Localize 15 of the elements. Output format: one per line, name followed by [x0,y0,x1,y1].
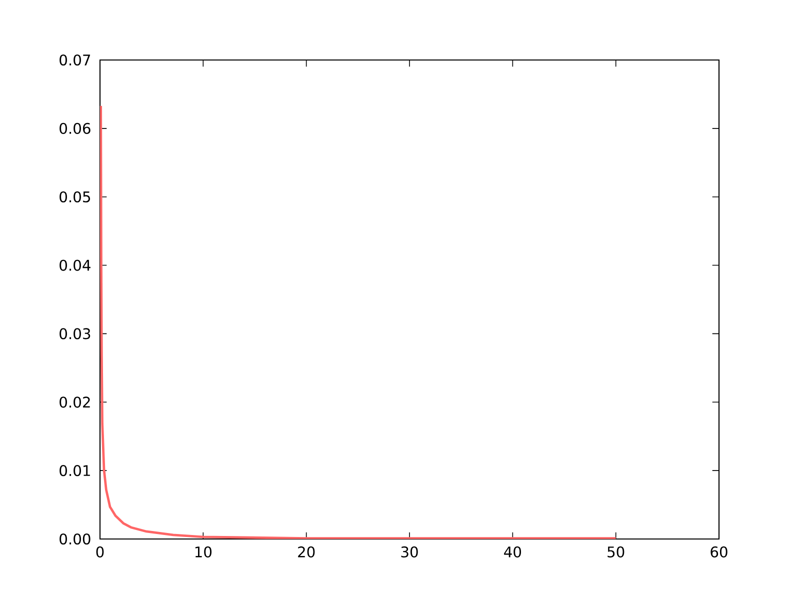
x-tick-label: 40 [504,546,522,558]
x-tick-label: 30 [401,546,418,558]
x-tick-label: 0 [96,546,104,558]
y-tick-label: 0.07 [60,54,90,66]
y-tick-label: 0.02 [60,396,90,408]
y-tick-label: 0.05 [60,191,90,202]
x-tick-label: 50 [608,546,624,558]
y-tick-label: 0.06 [60,122,90,134]
y-tick-label: 0.03 [60,328,90,340]
y-tick-label: 0.00 [60,533,90,545]
x-tick-label: 10 [195,546,212,558]
x-tick-label: 20 [298,546,315,558]
y-tick-label: 0.01 [60,465,90,476]
x-tick-label: 60 [710,546,728,558]
y-tick-label: 0.04 [60,260,90,271]
